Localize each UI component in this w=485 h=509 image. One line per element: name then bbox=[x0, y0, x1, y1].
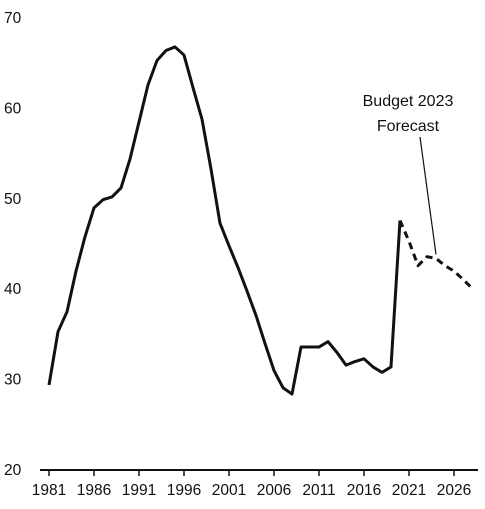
annotation-text-line: Forecast bbox=[377, 118, 440, 135]
y-tick-label: 30 bbox=[4, 372, 22, 389]
x-tick-label: 2006 bbox=[257, 482, 291, 499]
x-tick-label: 2001 bbox=[212, 482, 246, 499]
x-tick-label: 2011 bbox=[302, 482, 335, 499]
y-axis-tick-labels: 20 30 40 50 60 70 bbox=[4, 10, 22, 479]
y-tick-label: 50 bbox=[4, 191, 22, 208]
x-tick-label: 1996 bbox=[167, 482, 201, 499]
x-tick-label: 1981 bbox=[32, 482, 66, 499]
annotation-pointer-line bbox=[419, 136, 437, 255]
actual-series-line bbox=[47, 45, 402, 396]
y-tick-label: 60 bbox=[4, 100, 22, 117]
forecast-annotation: Budget 2023 Forecast bbox=[363, 93, 454, 255]
x-tick-label: 1991 bbox=[122, 482, 156, 499]
y-tick-label: 20 bbox=[4, 462, 22, 479]
forecast-series-line bbox=[398, 219, 474, 290]
x-tick-label: 1986 bbox=[77, 482, 111, 499]
x-axis: 1981 1986 1991 1996 2001 2006 2011 2016 2021 2026 bbox=[32, 469, 478, 499]
x-tick-label: 2026 bbox=[437, 482, 471, 499]
x-tick-label: 2021 bbox=[392, 482, 426, 499]
y-tick-label: 40 bbox=[4, 281, 22, 298]
series-group bbox=[47, 45, 474, 396]
annotation-text-line: Budget 2023 bbox=[363, 93, 454, 110]
x-tick-label: 2016 bbox=[347, 482, 381, 499]
y-tick-label: 70 bbox=[4, 10, 22, 27]
